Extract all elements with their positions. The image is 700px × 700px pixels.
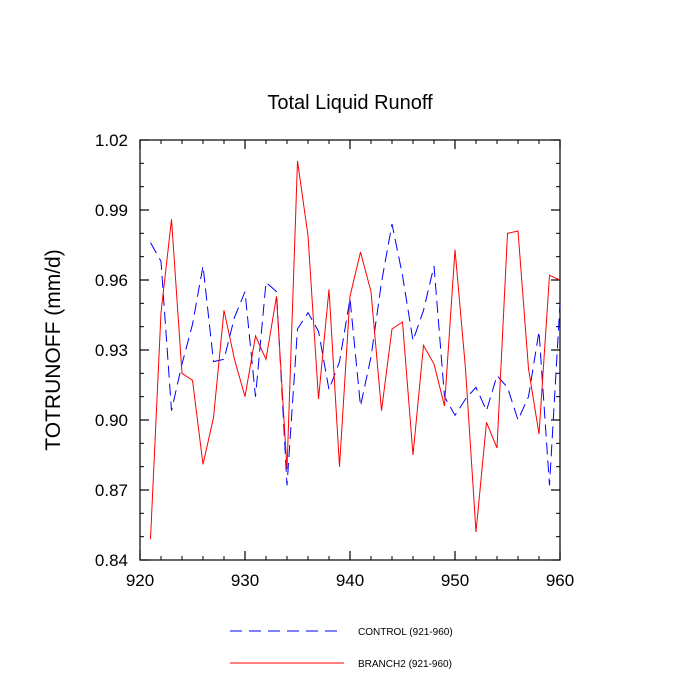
- y-tick-label: 0.96: [95, 271, 128, 290]
- y-axis-label: TOTRUNOFF (mm/d): [42, 249, 65, 450]
- y-tick-label: 0.84: [95, 551, 128, 570]
- series-line: [150, 160, 561, 540]
- x-tick-label: 950: [441, 571, 469, 590]
- y-tick-label: 0.87: [95, 481, 128, 500]
- chart-title: Total Liquid Runoff: [267, 92, 433, 114]
- legend-label: CONTROL (921-960): [358, 627, 453, 638]
- x-tick-label: 930: [231, 571, 259, 590]
- legend-label: BRANCH2 (921-960): [358, 659, 452, 670]
- x-tick-label: 960: [546, 571, 574, 590]
- legend: CONTROL (921-960) BRANCH2 (921-960): [230, 627, 453, 670]
- axes: 920 930 940 950 960 0.84 0.87 0.90 0.93 0.96 0.99 1…: [95, 131, 574, 590]
- series-lines: [150, 160, 561, 540]
- x-tick-label: 920: [126, 571, 154, 590]
- y-tick-label: 1.02: [95, 131, 128, 150]
- y-tick-label: 0.99: [95, 201, 128, 220]
- y-tick-label: 0.90: [95, 411, 128, 430]
- x-tick-label: 940: [336, 571, 364, 590]
- y-tick-label: 0.93: [95, 341, 128, 360]
